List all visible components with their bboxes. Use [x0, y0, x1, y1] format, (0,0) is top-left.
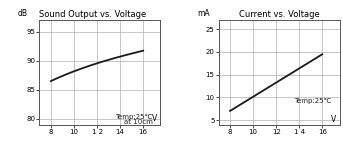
- Text: at 10cm: at 10cm: [123, 119, 152, 125]
- Text: mA: mA: [197, 9, 209, 18]
- Text: V: V: [152, 114, 157, 123]
- Text: Temp:25℃: Temp:25℃: [115, 114, 152, 120]
- Title: Current vs. Voltage: Current vs. Voltage: [239, 10, 319, 19]
- Text: V: V: [331, 115, 336, 124]
- Text: Temp:25℃: Temp:25℃: [294, 98, 331, 104]
- Text: Sound Output vs. Voltage: Sound Output vs. Voltage: [39, 10, 147, 19]
- Text: dB: dB: [17, 9, 28, 18]
